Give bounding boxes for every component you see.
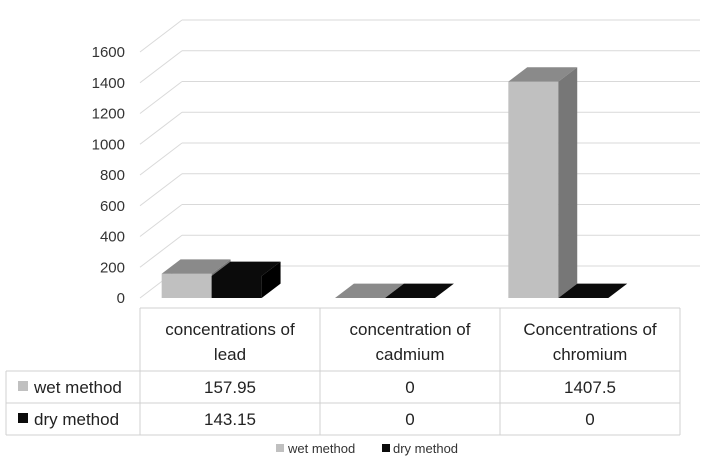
legend-label: wet method (287, 441, 355, 456)
category-label: lead (214, 345, 246, 364)
category-label: concentrations of (165, 320, 295, 339)
gridline-diagonal (139, 142, 183, 176)
bar-top-wet-method (335, 283, 404, 298)
category-label: Concentrations of (523, 320, 657, 339)
y-tick-label: 0 (117, 290, 125, 307)
y-tick-label: 800 (100, 167, 125, 184)
category-label: chromium (553, 345, 628, 364)
table-legend-key (18, 413, 28, 423)
gridline-diagonal (139, 81, 183, 114)
legend-label: dry method (393, 441, 458, 456)
gridline-diagonal (139, 111, 183, 145)
data-label: 1407.5 (564, 378, 616, 397)
y-tick-label: 200 (100, 259, 125, 276)
category-label: concentration of (350, 320, 471, 339)
series-label: wet method (33, 378, 122, 397)
data-label: 0 (585, 410, 594, 429)
bar-top-wet-method (508, 67, 578, 82)
y-tick-label: 600 (100, 198, 125, 215)
y-tick-label: 1200 (92, 106, 125, 123)
bar-side-wet-method (558, 67, 578, 299)
bar-top-dry-method (558, 283, 628, 298)
category-label: cadmium (376, 345, 445, 364)
gridline-diagonal (139, 50, 183, 84)
series-label: dry method (34, 410, 119, 429)
bar-top-wet-method (161, 259, 231, 274)
bar-wet-method (161, 273, 212, 298)
y-tick-label: 1000 (92, 136, 125, 153)
legend-key-dry (382, 444, 390, 452)
legend-key-wet (276, 444, 284, 452)
y-tick-label: 1400 (92, 75, 125, 92)
bar-side-dry-method (261, 261, 281, 298)
gridline-diagonal (139, 204, 183, 237)
bar-wet-method (508, 81, 559, 298)
bar-dry-method (211, 275, 262, 298)
data-label: 157.95 (204, 378, 256, 397)
data-label: 0 (405, 410, 414, 429)
gridline-diagonal (139, 19, 183, 53)
table-legend-key (18, 381, 28, 391)
data-label: 143.15 (204, 410, 256, 429)
y-tick-label: 1600 (92, 44, 125, 61)
data-label: 0 (405, 378, 414, 397)
bar-top-dry-method (385, 283, 454, 298)
bar-top-dry-method (211, 261, 281, 276)
y-tick-label: 400 (100, 229, 125, 246)
gridline-diagonal (139, 173, 183, 207)
gridline-diagonal (139, 234, 183, 268)
